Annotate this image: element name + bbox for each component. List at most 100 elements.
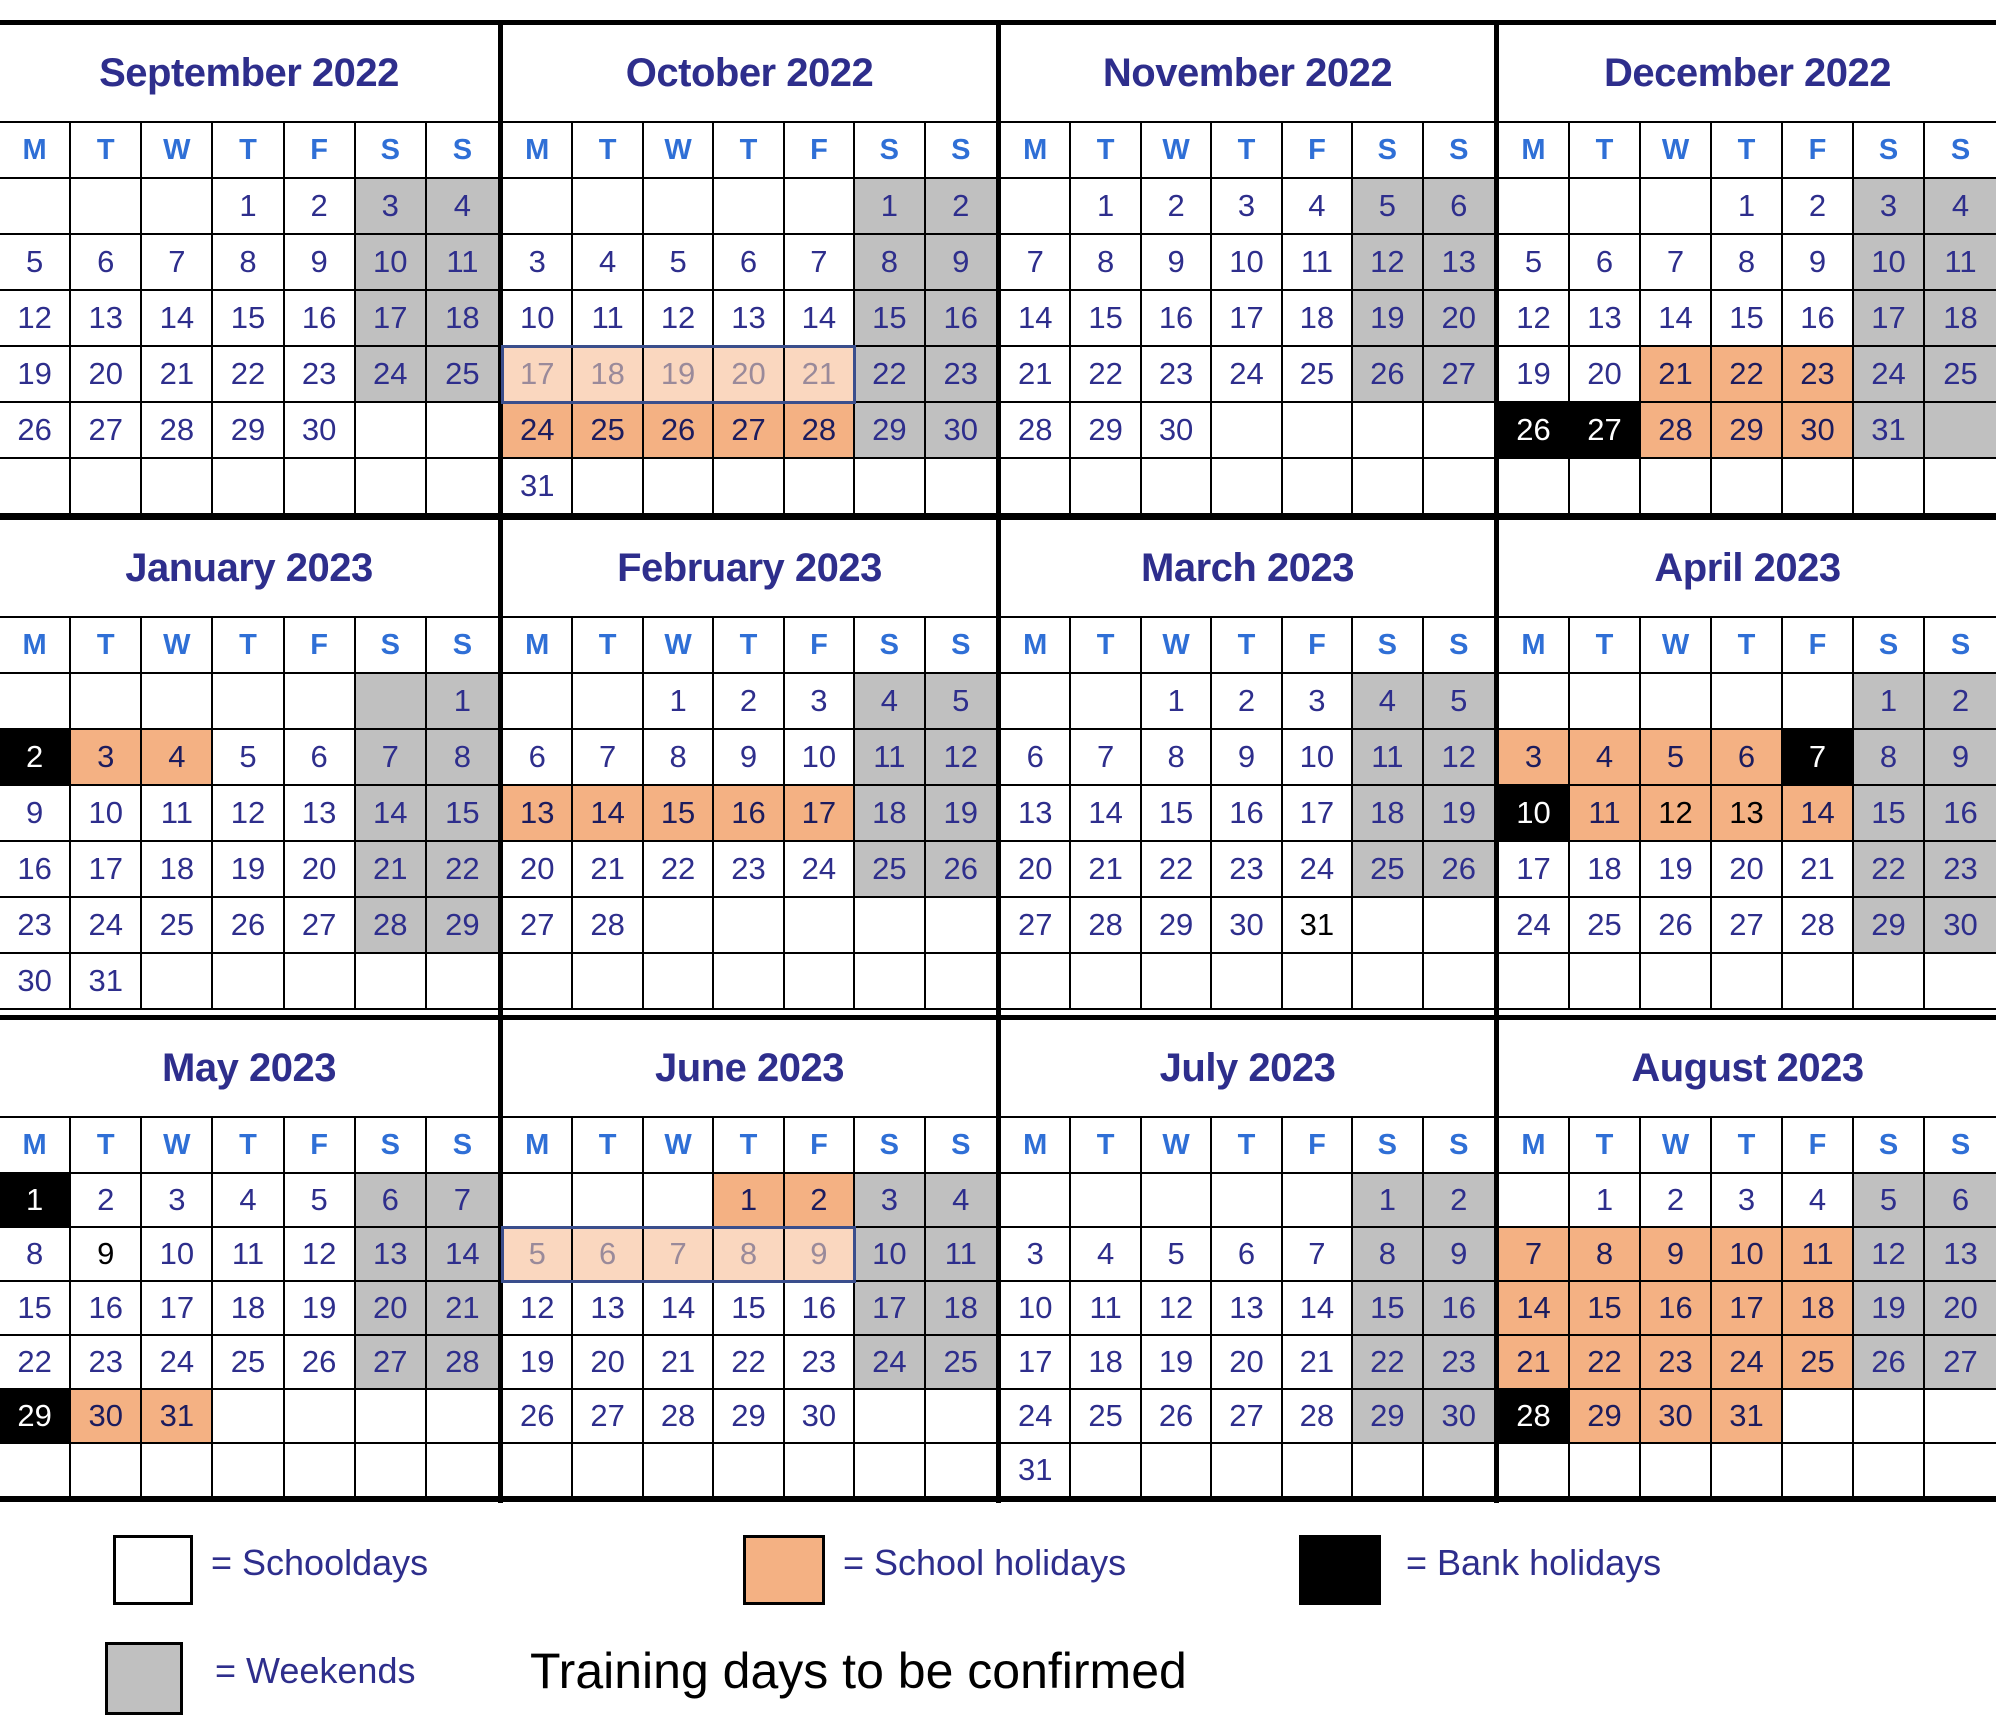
empty-cell (1499, 459, 1570, 515)
day-cell: 6 (284, 730, 356, 786)
day-cell: 27 (714, 403, 785, 459)
day-cell: 2 (71, 1174, 143, 1228)
day-cell: 23 (284, 347, 356, 403)
weekday-header: S (1854, 1118, 1925, 1174)
day-cell: 16 (1641, 1282, 1712, 1336)
empty-cell (355, 403, 427, 459)
day-cell: 4 (1925, 179, 1996, 235)
day-cell: 30 (1141, 403, 1213, 459)
day-cell: 3 (1282, 674, 1354, 730)
month-january-2023: January 2023 M T W T F S S 1 2 3 4 5 6 7 8 9 10 11 12 13 14 15… (0, 515, 498, 1015)
weekday-header: M (1499, 618, 1570, 674)
day-cell: 12 (503, 1282, 574, 1336)
day-cell: 28 (1071, 898, 1142, 954)
day-cell: 3 (1854, 179, 1925, 235)
month-august-2023: August 2023 M T W T F S S 1 2 3 4 5 6 7 8 9 10 11 12 13 14 15 1… (1494, 1015, 1996, 1503)
day-cell: 15 (1353, 1282, 1424, 1336)
day-cell: 5 (503, 1228, 574, 1282)
day-cell: 3 (855, 1174, 926, 1228)
school-holidays-label: = School holidays (843, 1542, 1127, 1583)
weekday-header: S (355, 618, 427, 674)
month-april-2023: April 2023 M T W T F S S 1 2 3 4 5 6 7 8 9 10 11 12 13 14 15 16… (1494, 515, 1996, 1015)
empty-cell (855, 1444, 926, 1498)
day-cell: 4 (573, 235, 644, 291)
day-cell: 13 (503, 786, 574, 842)
day-cell: 11 (142, 786, 214, 842)
day-cell: 24 (1001, 1390, 1072, 1444)
day-cell: 9 (284, 235, 356, 291)
day-cell: 7 (573, 730, 644, 786)
weekday-header: M (1001, 123, 1072, 179)
day-cell: 29 (1353, 1390, 1424, 1444)
day-cell: 6 (1001, 730, 1072, 786)
day-cell: 21 (426, 1282, 498, 1336)
day-cell: 28 (142, 403, 214, 459)
day-cell: 27 (284, 898, 356, 954)
month-december-2022: December 2022 M T W T F S S 1 2 3 4 5 6 7 8 9 10 11 12 13 14 1… (1494, 25, 1996, 515)
empty-cell (784, 954, 856, 1010)
day-cell: 7 (355, 730, 427, 786)
day-cell: 15 (1141, 786, 1213, 842)
day-cell: 31 (1282, 898, 1354, 954)
day-cell: 28 (784, 403, 856, 459)
day-cell: 5 (643, 235, 715, 291)
day-cell: 17 (355, 291, 427, 347)
day-cell: 6 (714, 235, 785, 291)
empty-cell (1141, 459, 1213, 515)
weekday-header: M (0, 123, 72, 179)
day-cell: 25 (573, 403, 644, 459)
day-cell: 26 (925, 842, 996, 898)
day-cell: 24 (142, 1336, 214, 1390)
weekday-header: W (1641, 618, 1712, 674)
day-cell: 22 (0, 1336, 72, 1390)
day-cell: 8 (426, 730, 498, 786)
empty-cell (213, 1390, 285, 1444)
empty-cell (1641, 459, 1712, 515)
weekday-header: M (1499, 123, 1570, 179)
weekday-header: M (1001, 618, 1072, 674)
empty-cell (1282, 459, 1354, 515)
day-cell: 4 (1353, 674, 1424, 730)
empty-cell (1783, 674, 1854, 730)
day-cell: 22 (1141, 842, 1213, 898)
empty-cell (1854, 1390, 1925, 1444)
month-grid: M T W T F S S 1 2 3 4 5 6 7 8 9 10 11 12 13 14 15 16 17 18 19 20 21… (1499, 618, 1996, 1010)
empty-cell (1141, 1174, 1213, 1228)
day-cell: 10 (142, 1228, 214, 1282)
empty-cell (355, 674, 427, 730)
day-cell: 26 (0, 403, 72, 459)
day-cell: 11 (1570, 786, 1641, 842)
day-cell: 5 (1353, 179, 1424, 235)
month-title: December 2022 (1499, 25, 1996, 123)
day-cell: 29 (426, 898, 498, 954)
day-cell: 24 (784, 842, 856, 898)
empty-cell (0, 674, 72, 730)
empty-cell (643, 179, 715, 235)
day-cell: 9 (1423, 1228, 1494, 1282)
day-cell: 1 (213, 179, 285, 235)
empty-cell (1783, 1390, 1854, 1444)
day-cell: 22 (213, 347, 285, 403)
day-cell: 21 (355, 842, 427, 898)
empty-cell (784, 898, 856, 954)
day-cell: 26 (1423, 842, 1494, 898)
day-cell: 8 (0, 1228, 72, 1282)
day-cell: 23 (1212, 842, 1283, 898)
day-cell: 4 (426, 179, 498, 235)
weekday-header: W (142, 618, 214, 674)
empty-cell (1071, 674, 1142, 730)
empty-cell (0, 179, 72, 235)
weekday-header: T (714, 123, 785, 179)
empty-cell (714, 898, 785, 954)
day-cell: 3 (1499, 730, 1570, 786)
day-cell: 16 (284, 291, 356, 347)
month-grid: M T W T F S S 1 2 3 4 5 6 7 8 9 10 11 12 13 14 15 16 17 18 19 20 21… (1499, 1118, 1996, 1498)
weekday-header: T (71, 1118, 143, 1174)
weekday-header: T (1212, 1118, 1283, 1174)
day-cell: 31 (71, 954, 143, 1010)
day-cell: 7 (426, 1174, 498, 1228)
empty-cell (714, 459, 785, 515)
empty-cell (1071, 954, 1142, 1010)
weekday-header: T (573, 618, 644, 674)
weekday-header: T (1212, 618, 1283, 674)
